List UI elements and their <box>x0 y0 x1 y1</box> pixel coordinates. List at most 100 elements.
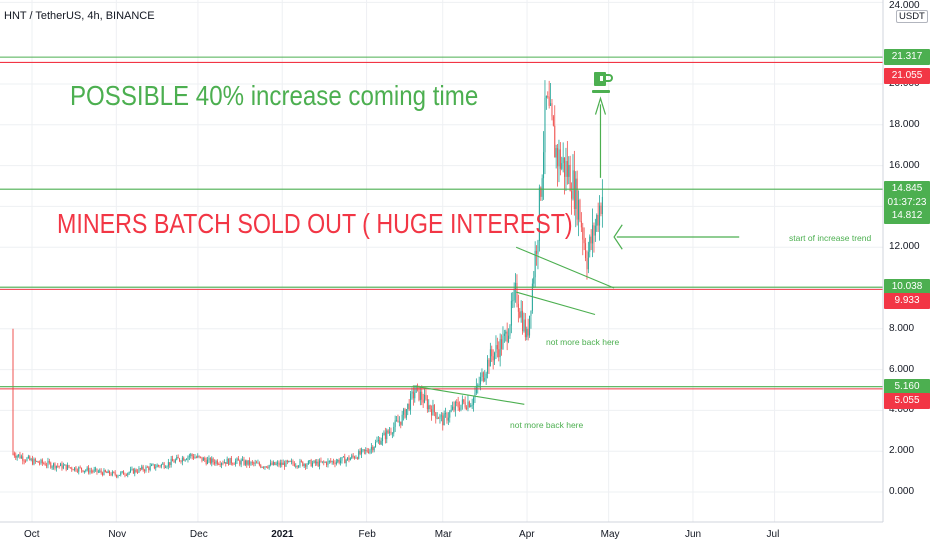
candle-body <box>104 469 106 472</box>
candle-body <box>503 333 505 337</box>
price-tag: 14.845 <box>884 181 930 198</box>
price-tag: 10.038 <box>884 279 930 296</box>
x-tick-label: Oct <box>24 529 40 540</box>
candle-body <box>393 426 395 434</box>
candle-body <box>20 456 22 459</box>
candle-body <box>198 455 200 457</box>
candle-body <box>114 472 116 475</box>
candle-body <box>204 458 206 461</box>
candle-body <box>464 402 466 408</box>
candle-body <box>478 384 480 386</box>
candle-body <box>173 461 175 463</box>
candle-body <box>565 161 567 177</box>
candle-body <box>102 472 104 476</box>
candle-body <box>356 457 358 459</box>
candle-body <box>435 412 437 419</box>
candle-body <box>334 462 336 465</box>
candle-body <box>557 148 559 167</box>
candle-body <box>127 473 129 476</box>
candle-body <box>132 468 134 474</box>
candle-body <box>92 471 94 472</box>
candle-body <box>179 458 181 461</box>
candle-body <box>421 391 423 400</box>
price-tag: 21.317 <box>884 49 930 66</box>
candle-body <box>506 331 508 342</box>
candle-body <box>516 282 518 304</box>
candle-body <box>282 462 284 465</box>
candle-body <box>295 465 297 467</box>
candle-body <box>319 460 321 467</box>
candle-body <box>410 393 412 410</box>
candle-body <box>131 468 133 470</box>
candle-body <box>463 399 465 403</box>
candle-body <box>596 214 598 226</box>
candle-body <box>583 239 585 244</box>
candle-body <box>519 311 521 318</box>
candle-body <box>442 415 444 426</box>
y-tick-label: 8.000 <box>889 322 915 334</box>
candle-body <box>268 465 270 468</box>
candle-body <box>530 310 532 316</box>
candle-body <box>18 454 20 456</box>
candle-body <box>16 455 18 458</box>
candle-body <box>482 372 484 381</box>
candle-body <box>205 460 207 464</box>
candle-body <box>27 456 29 459</box>
candle-body <box>90 470 92 472</box>
candle-body <box>377 439 379 441</box>
candle-body <box>107 470 109 474</box>
arrow-annotations <box>594 96 740 250</box>
candle-body <box>443 413 445 426</box>
candle-body <box>579 199 581 222</box>
candle-body <box>512 300 514 302</box>
candle-body <box>48 460 50 463</box>
price-tag: 14.812 <box>884 207 930 224</box>
candle-body <box>312 462 314 467</box>
candle-body <box>345 459 347 464</box>
candle-body <box>586 258 588 270</box>
candle-body <box>534 250 536 278</box>
candle-body <box>123 471 125 475</box>
candle-body <box>467 401 469 410</box>
candle-body <box>477 385 479 386</box>
candle-body <box>422 399 424 403</box>
candle-body <box>540 187 542 197</box>
candle-body <box>509 325 511 336</box>
candle-body <box>327 460 329 465</box>
candle-body <box>417 385 419 387</box>
candle-body <box>387 430 389 433</box>
candle-body <box>373 446 375 451</box>
candle-body <box>405 409 407 418</box>
candle-body <box>110 474 112 476</box>
candle-body <box>118 474 120 476</box>
candle-body <box>47 460 49 466</box>
candle-body <box>250 461 252 465</box>
horizontal-levels <box>0 56 883 390</box>
grid-lines <box>0 0 883 522</box>
candle-body <box>36 461 38 462</box>
candle-body <box>180 460 182 462</box>
candle-body <box>225 462 227 464</box>
candle-body <box>436 417 438 419</box>
candle-body <box>330 460 332 462</box>
candle-body <box>186 459 188 461</box>
candle-body <box>554 125 556 158</box>
candle-body <box>307 460 309 465</box>
candle-body <box>141 466 143 470</box>
candle-body <box>566 161 568 177</box>
candle-body <box>383 432 385 436</box>
candle-body <box>326 462 328 465</box>
coffee-cup-icon <box>592 72 613 93</box>
candle-body <box>466 407 468 410</box>
candle-body <box>57 465 59 467</box>
candle-body <box>508 335 510 342</box>
candle-body <box>165 467 167 469</box>
candle-body <box>55 465 57 469</box>
candle-body <box>82 470 84 472</box>
currency-label[interactable]: USDT <box>896 10 928 23</box>
candle-body <box>447 417 449 421</box>
candle-body <box>193 456 195 459</box>
candle-body <box>370 446 372 450</box>
candle-body <box>184 459 186 461</box>
candle-body <box>121 471 123 473</box>
